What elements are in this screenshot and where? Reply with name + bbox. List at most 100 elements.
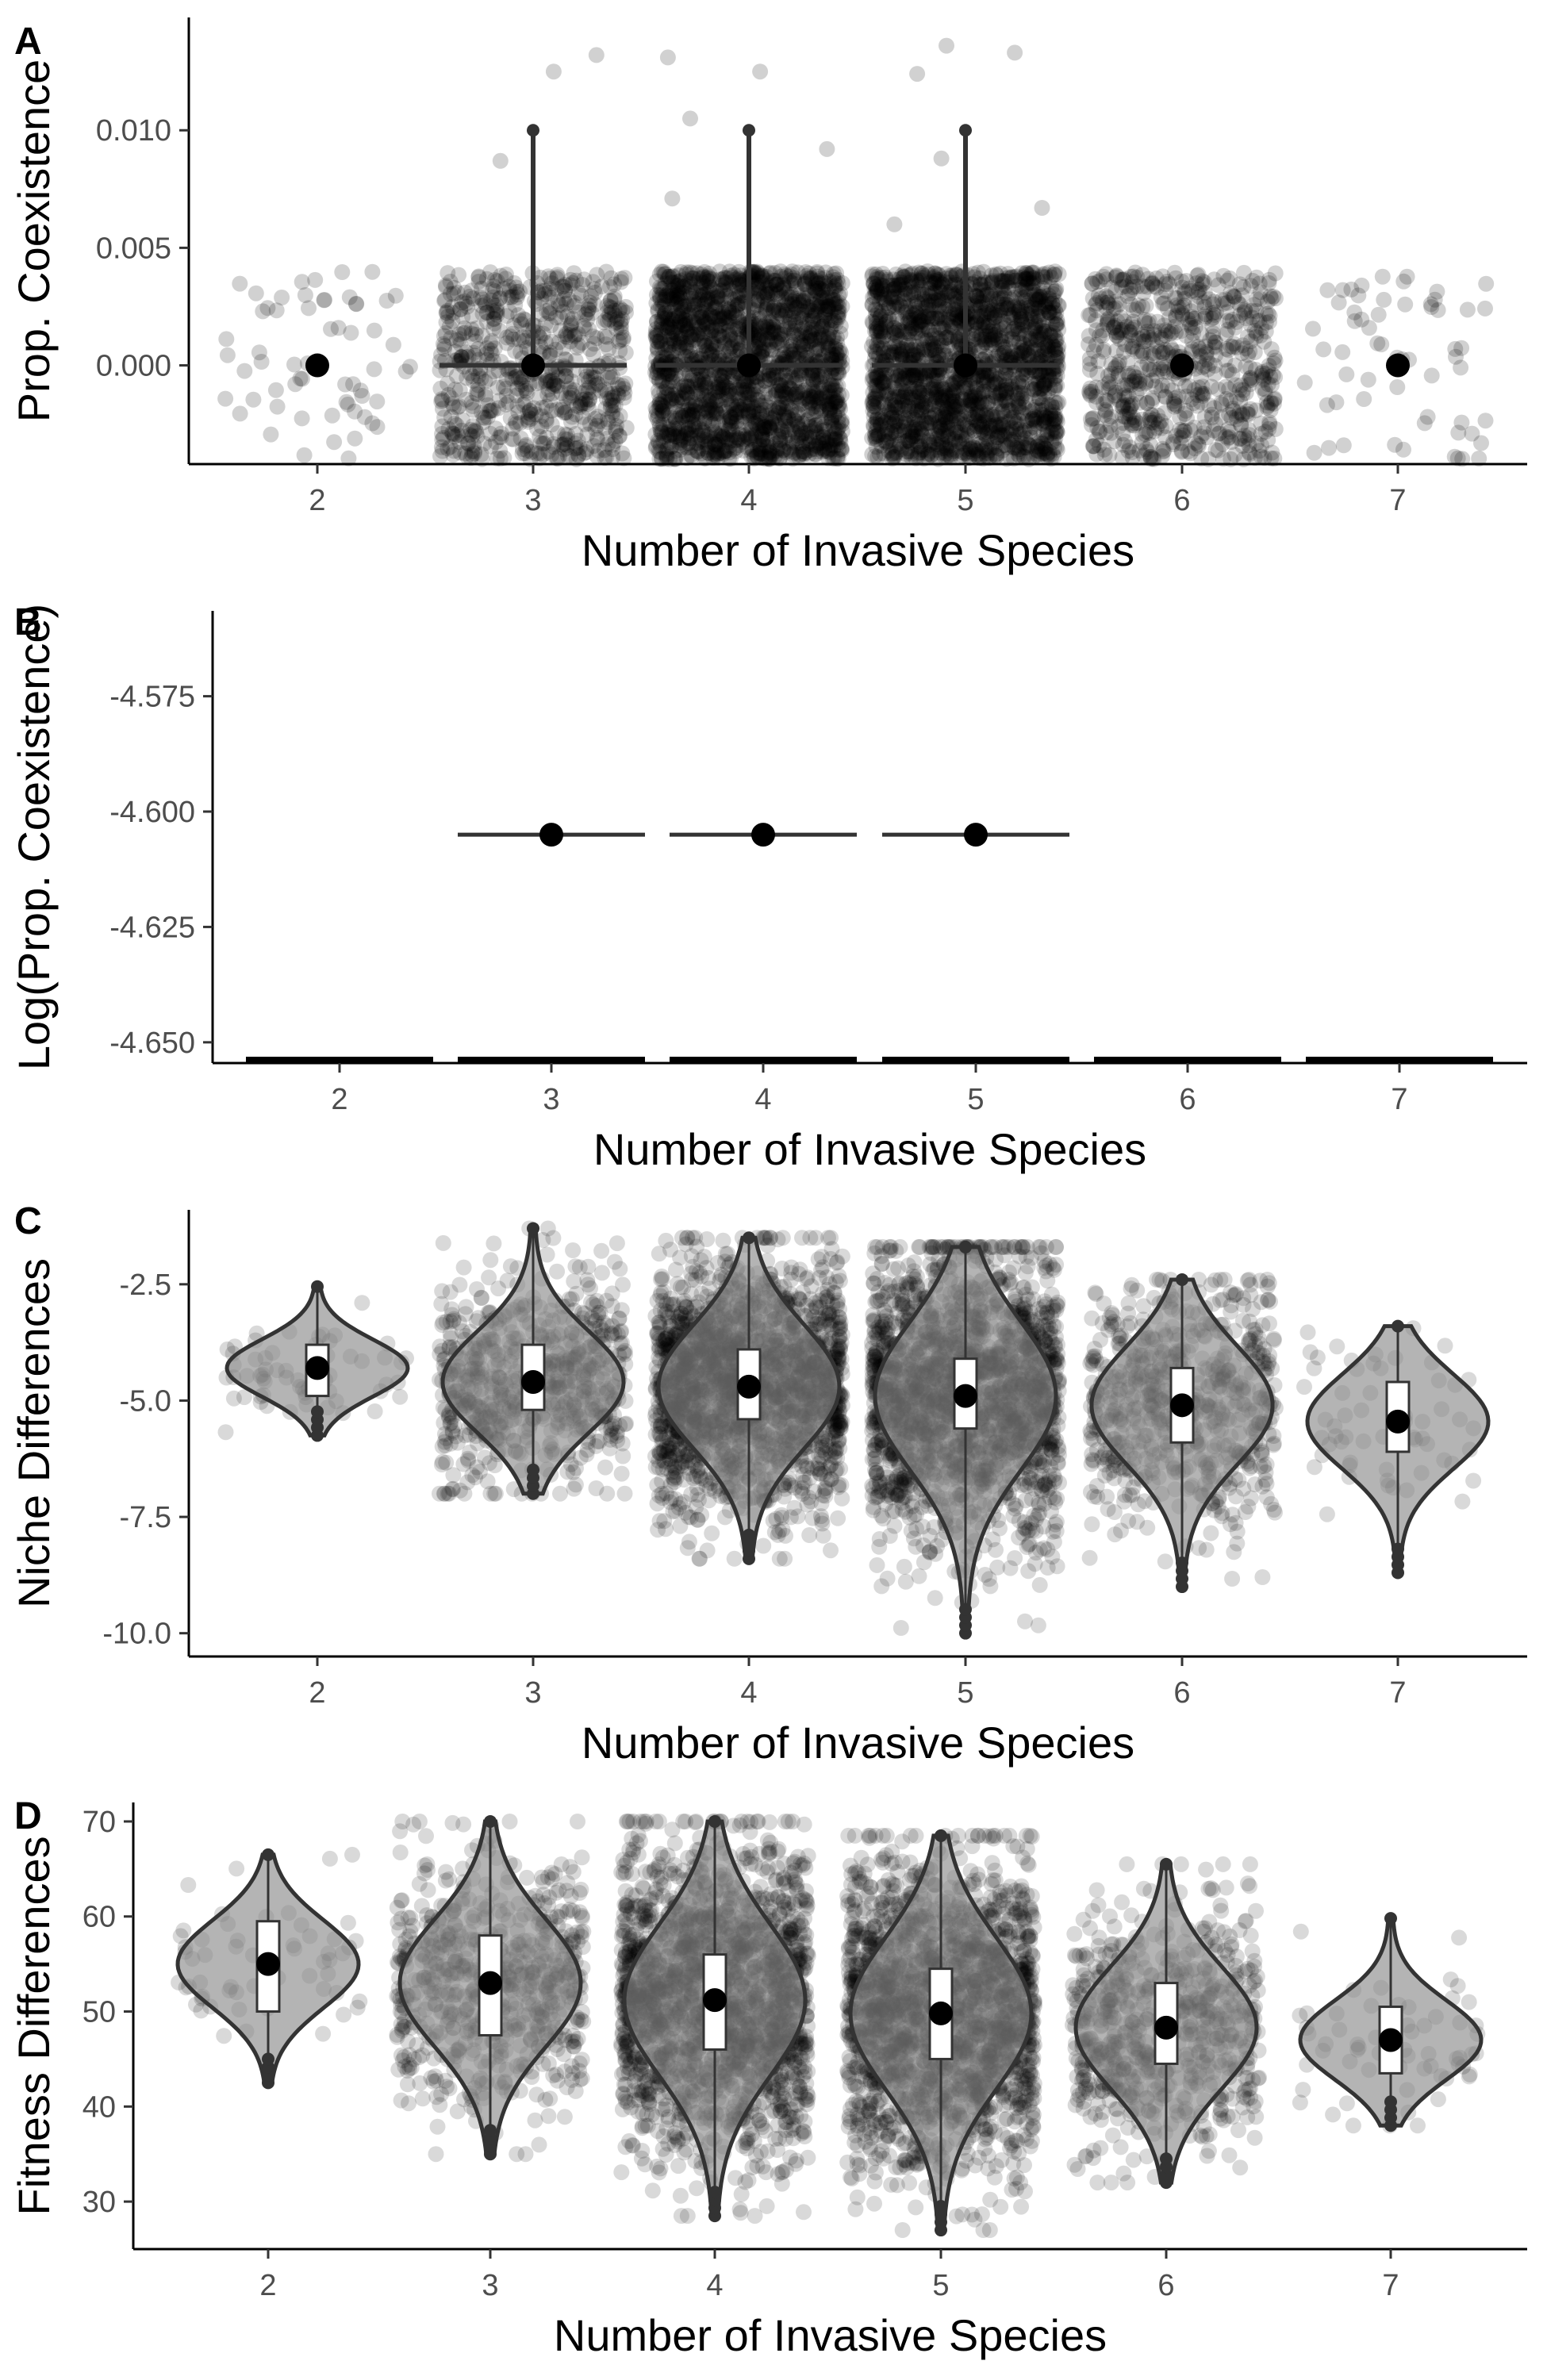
data-point [747,435,762,451]
data-point [777,385,793,401]
data-point [324,408,340,424]
data-point [589,267,605,282]
data-point [831,366,847,382]
data-point [232,276,248,292]
data-point [317,292,332,308]
data-point [1015,424,1031,440]
data-point [800,413,816,428]
data-point [388,288,404,304]
data-point [913,279,929,295]
data-point [679,386,695,401]
data-point [986,337,1002,353]
data-point [270,399,286,415]
data-point [462,427,478,443]
data-point [513,431,529,447]
data-point [801,447,817,463]
data-point [699,442,715,458]
data-point [447,416,463,432]
data-point [943,289,959,305]
data-point [259,300,275,316]
data-point [218,331,234,347]
data-point [888,281,904,297]
data-point [873,411,889,427]
data-point [750,412,766,428]
data-point [533,283,549,299]
data-point [864,447,880,463]
data-point [549,401,565,417]
data-point [286,357,302,373]
data-point [610,386,626,401]
data-point [347,431,363,447]
data-point [796,290,812,305]
data-point [294,410,310,426]
data-point [367,323,382,339]
data-point [1041,265,1057,281]
data-point [505,326,520,342]
data-point [716,271,732,286]
data-point [648,295,664,311]
data-point [348,296,364,312]
data-point [301,300,317,316]
data-point [1047,416,1063,432]
data-point [1027,409,1042,424]
data-point [1016,317,1032,332]
data-point [982,418,998,434]
data-point [775,424,791,440]
data-point [900,399,916,415]
data-point [831,442,846,458]
data-point [550,378,566,394]
data-point [830,272,846,288]
data-point [474,298,489,313]
data-point [885,325,901,341]
data-point [989,448,1005,464]
data-point [670,335,685,351]
data-point [432,448,448,464]
data-point [1047,293,1063,309]
data-point [1050,394,1066,410]
data-point [714,311,730,327]
data-point [869,324,885,340]
data-point [966,423,982,439]
data-point [979,282,995,298]
data-point [677,420,693,436]
data-point [532,390,547,405]
data-point [501,360,517,376]
data-point [536,326,551,342]
data-point [662,281,678,297]
data-point [793,429,809,445]
data-point [654,393,670,409]
data-point [762,444,777,460]
data-point [370,419,386,435]
data-point [989,308,1005,324]
data-point [935,411,950,427]
data-point [969,381,985,397]
data-point [661,312,677,328]
data-point [793,335,808,351]
data-point [465,398,481,414]
data-point [367,361,382,377]
data-point [263,427,278,443]
data-point [908,339,924,355]
data-point [574,386,590,401]
data-point [908,426,924,442]
data-point [697,312,712,328]
data-point [435,393,451,409]
data-point [484,346,500,362]
data-point [1025,283,1041,299]
data-point [967,296,983,312]
data-point [762,265,778,281]
data-point [268,382,284,398]
data-point [443,274,459,290]
data-point [232,405,248,421]
data-point [750,292,766,308]
data-point [708,290,724,306]
data-point [675,366,691,382]
data-point [827,408,843,424]
data-point [773,326,789,342]
data-point [648,408,664,424]
data-point [724,397,740,413]
data-point [340,397,356,413]
data-point [326,434,342,450]
data-point [369,393,385,409]
